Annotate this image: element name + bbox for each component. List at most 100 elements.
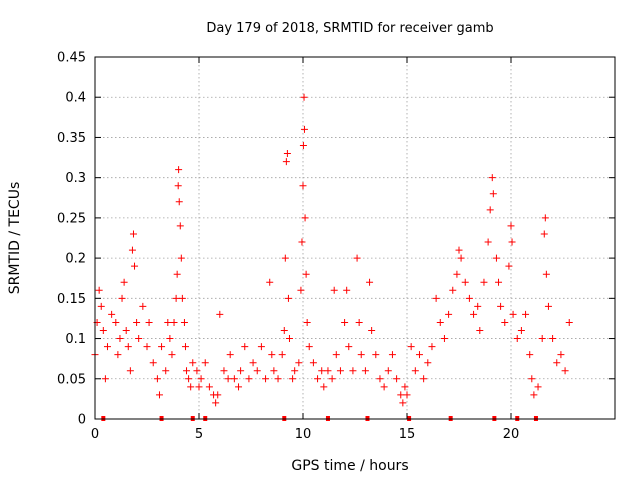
data-point	[476, 327, 484, 335]
data-point	[285, 335, 293, 343]
data-point	[332, 351, 340, 359]
data-point	[224, 375, 232, 383]
y-tick-label: 0.1	[65, 332, 86, 347]
data-point	[457, 254, 465, 262]
data-point	[99, 327, 107, 335]
data-point	[268, 351, 276, 359]
data-point	[353, 254, 361, 262]
data-point	[461, 278, 469, 286]
data-point	[489, 190, 497, 198]
data-point	[175, 198, 183, 206]
data-point	[541, 214, 549, 222]
data-point	[195, 383, 203, 391]
x-tick-label: 5	[195, 427, 203, 442]
data-point	[128, 246, 136, 254]
data-point	[509, 310, 517, 318]
data-point	[561, 367, 569, 375]
data-point	[178, 294, 186, 302]
data-point	[343, 286, 351, 294]
tick-labels: 0 5 10 15 20 0 0.05 0.1 0.15 0.2 0.25 0.3 0.35 0.4 0.4…	[57, 51, 519, 443]
data-point	[122, 327, 130, 335]
axis-ticks	[94, 56, 615, 420]
y-tick-label: 0.05	[57, 372, 86, 387]
data-point	[175, 166, 183, 174]
data-point	[299, 182, 307, 190]
data-point	[187, 383, 195, 391]
data-point	[336, 367, 344, 375]
data-point	[201, 359, 209, 367]
data-point	[116, 335, 124, 343]
data-point	[480, 278, 488, 286]
data-point	[553, 359, 561, 367]
data-point	[361, 367, 369, 375]
y-tick-label: 0.25	[57, 211, 86, 226]
data-point	[299, 141, 307, 149]
y-tick-label: 0.45	[57, 51, 86, 66]
data-point	[505, 262, 513, 270]
data-point	[540, 230, 548, 238]
data-point	[112, 318, 120, 326]
data-point	[366, 278, 374, 286]
x-tick-label: 20	[503, 427, 520, 442]
data-point	[495, 278, 503, 286]
data-point	[549, 335, 557, 343]
data-point	[397, 391, 405, 399]
data-point	[164, 318, 172, 326]
data-point	[162, 367, 170, 375]
data-point	[538, 335, 546, 343]
data-point	[177, 254, 185, 262]
data-point	[455, 246, 463, 254]
data-point	[565, 318, 573, 326]
data-point	[384, 367, 392, 375]
y-tick-label: 0.2	[65, 252, 86, 267]
data-point	[295, 359, 303, 367]
data-point	[530, 391, 538, 399]
data-point	[220, 367, 228, 375]
data-point	[522, 310, 530, 318]
data-point	[278, 351, 286, 359]
data-point	[135, 335, 143, 343]
x-axis-label: GPS time / hours	[291, 458, 408, 474]
data-point	[357, 351, 365, 359]
data-point	[124, 343, 132, 351]
data-point	[174, 182, 182, 190]
data-point	[118, 294, 126, 302]
data-point	[517, 327, 525, 335]
data-point	[407, 343, 415, 351]
data-point	[257, 343, 265, 351]
data-point	[205, 383, 213, 391]
data-point	[280, 327, 288, 335]
data-point	[305, 343, 313, 351]
data-point	[470, 310, 478, 318]
x-tick-label: 0	[91, 427, 99, 442]
data-point	[300, 125, 308, 133]
data-point	[143, 343, 151, 351]
data-point	[289, 375, 297, 383]
data-point	[368, 327, 376, 335]
data-point	[166, 335, 174, 343]
y-tick-label: 0.4	[65, 91, 86, 106]
y-tick-label: 0.3	[65, 171, 86, 186]
data-point	[349, 367, 357, 375]
data-point	[108, 310, 116, 318]
data-point	[380, 383, 388, 391]
data-point	[133, 318, 141, 326]
data-point	[372, 351, 380, 359]
data-point	[281, 254, 289, 262]
data-point	[172, 294, 180, 302]
data-point	[216, 310, 224, 318]
data-point	[170, 318, 178, 326]
chart-title: Day 179 of 2018, SRMTID for receiver gam…	[206, 21, 493, 36]
data-point	[440, 335, 448, 343]
data-point	[145, 318, 153, 326]
data-point	[303, 318, 311, 326]
data-point	[155, 391, 163, 399]
data-point	[393, 375, 401, 383]
data-point	[501, 318, 509, 326]
data-point	[557, 351, 565, 359]
data-point	[262, 375, 270, 383]
data-point	[497, 302, 505, 310]
data-point	[298, 238, 306, 246]
data-point	[297, 286, 305, 294]
